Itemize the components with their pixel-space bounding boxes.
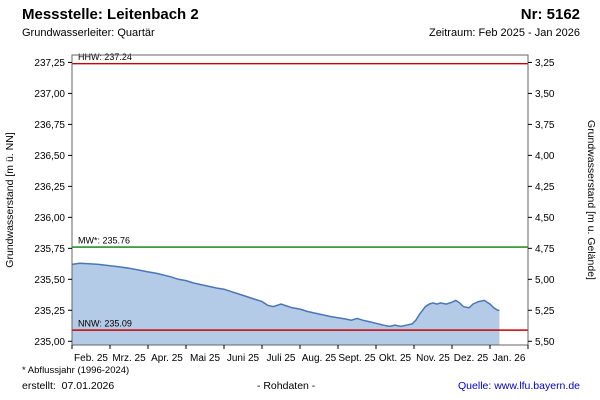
x-tick-label: Juli 25 [267, 353, 296, 364]
y-tick-label-right: 4,75 [535, 244, 555, 255]
y-tick-label-left: 235,75 [34, 244, 65, 255]
y-tick-label-left: 235,00 [34, 337, 65, 348]
y-tick-label-right: 4,25 [535, 182, 555, 193]
y-tick-label-right: 4,00 [535, 151, 555, 162]
aquifer-label: Grundwasserleiter: Quartär [22, 27, 155, 39]
y-tick-label-left: 237,25 [34, 58, 65, 69]
right-axis-title: Grundwasserstand [m u. Gelände] [585, 120, 597, 280]
source-link[interactable]: Quelle: www.lfu.bayern.de [458, 380, 580, 392]
y-tick-label-left: 235,50 [34, 275, 65, 286]
chart-line [71, 262, 500, 328]
y-tick-label-right: 3,25 [535, 58, 555, 69]
footnote-abflussjahr: * Abflussjahr (1996-2024) [22, 365, 130, 376]
header: Messstelle: Leitenbach 2 Nr: 5162 [22, 6, 580, 23]
ref-line-label-NNW: NNW: 235.09 [78, 319, 132, 329]
x-tick-label: Jan. 26 [493, 353, 526, 364]
x-tick-label: Mai 25 [190, 353, 220, 364]
y-tick-label-right: 5,00 [535, 275, 555, 286]
ref-line-label-MW: MW*: 235.76 [78, 236, 130, 246]
y-tick-label-left: 236,75 [34, 120, 65, 131]
footer: erstellt: 07.01.2026 - Rohdaten - Quelle… [22, 380, 580, 392]
y-tick-label-right: 3,75 [535, 120, 555, 131]
y-tick-label-left: 236,50 [34, 151, 65, 162]
chart-area-fill [72, 263, 500, 345]
groundwater-level-chart: HHW: 237.24 MW*: 235.76 NNW: 235.09 235,00 2… [4, 52, 597, 364]
y-tick-label-right: 5,25 [535, 306, 555, 317]
period-label: Zeitraum: Feb 2025 - Jan 2026 [428, 27, 580, 39]
y-tick-label-left: 237,00 [34, 89, 65, 100]
y-tick-label-right: 4,50 [535, 213, 555, 224]
x-tick-label: Sept. 25 [338, 353, 376, 364]
y-tick-label-left: 235,25 [34, 306, 65, 317]
y-tick-label-right: 3,50 [535, 89, 555, 100]
y-tick-label-right: 5,50 [535, 337, 555, 348]
x-tick-label: Apr. 25 [151, 353, 183, 364]
subheader: Grundwasserleiter: Quartär Zeitraum: Feb… [22, 27, 580, 39]
station-number: Nr: 5162 [520, 6, 580, 23]
y-tick-label-left: 236,25 [34, 182, 65, 193]
left-axis-title: Grundwasserstand [m ü. NN] [4, 132, 16, 267]
x-tick-label: Nov. 25 [416, 353, 450, 364]
x-tick-label: Feb. 25 [74, 353, 108, 364]
x-tick-label: Okt. 25 [379, 353, 412, 364]
ref-line-label-HHW: HHW: 237.24 [78, 52, 132, 62]
rohdaten-label: - Rohdaten - [256, 380, 316, 392]
x-tick-label: Dez. 25 [454, 353, 489, 364]
x-tick-label: Mrz. 25 [112, 353, 146, 364]
y-tick-label-left: 236,00 [34, 213, 65, 224]
x-tick-label: Aug. 25 [302, 353, 337, 364]
page-title: Messstelle: Leitenbach 2 [22, 6, 199, 23]
x-tick-label: Juni 25 [227, 353, 260, 364]
created-label: erstellt: 07.01.2026 [22, 380, 115, 392]
